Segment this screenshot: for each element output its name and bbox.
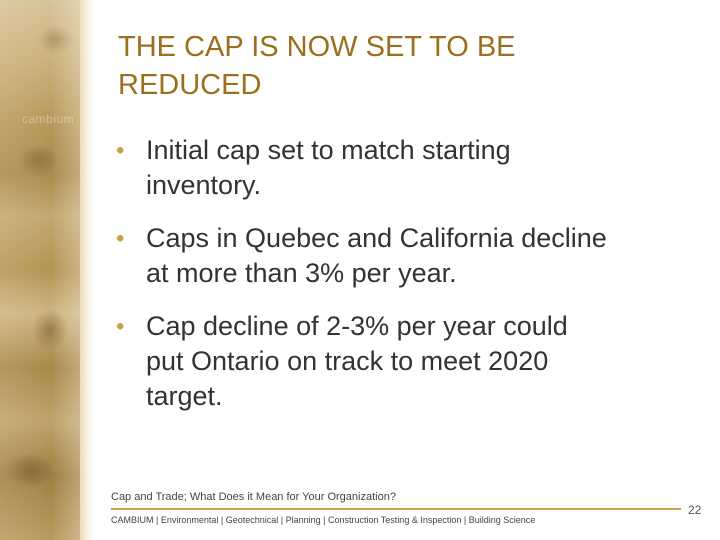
- bullet-item: • Initial cap set to match starting inve…: [112, 133, 702, 203]
- bullet-text-line: target.: [146, 381, 223, 411]
- bullet-text-line: Caps in Quebec and California decline: [146, 223, 607, 253]
- bullet-text-line: put Ontario on track to meet 2020: [146, 346, 549, 376]
- footer-subtitle: Cap and Trade; What Does it Mean for You…: [111, 491, 396, 503]
- page-number: 22: [688, 503, 702, 517]
- bullet-icon: •: [116, 225, 125, 252]
- bullet-text-line: Initial cap set to match starting: [146, 135, 511, 165]
- cambium-logo-watermark: cambium: [22, 112, 75, 126]
- footer-service-nav: CAMBIUM | Environmental | Geotechnical |…: [111, 515, 536, 525]
- bullet-text-line: at more than 3% per year.: [146, 258, 457, 288]
- bullet-text-line: inventory.: [146, 170, 262, 200]
- photo-strip-fade: [80, 0, 94, 540]
- photo-collage-strip: [0, 0, 86, 540]
- bullet-list: • Initial cap set to match starting inve…: [112, 133, 702, 432]
- slide-title-line-1: THE CAP IS NOW SET TO BE: [118, 31, 516, 63]
- footer-divider: [111, 508, 681, 510]
- bullet-icon: •: [116, 137, 125, 164]
- bullet-item: • Caps in Quebec and California decline …: [112, 221, 702, 291]
- slide-title-line-2: REDUCED: [118, 69, 262, 101]
- bullet-icon: •: [116, 313, 125, 340]
- slide-title: THE CAP IS NOW SET TO BE REDUCED: [118, 28, 678, 104]
- bullet-item: • Cap decline of 2-3% per year could put…: [112, 309, 702, 414]
- bullet-text-line: Cap decline of 2-3% per year could: [146, 311, 568, 341]
